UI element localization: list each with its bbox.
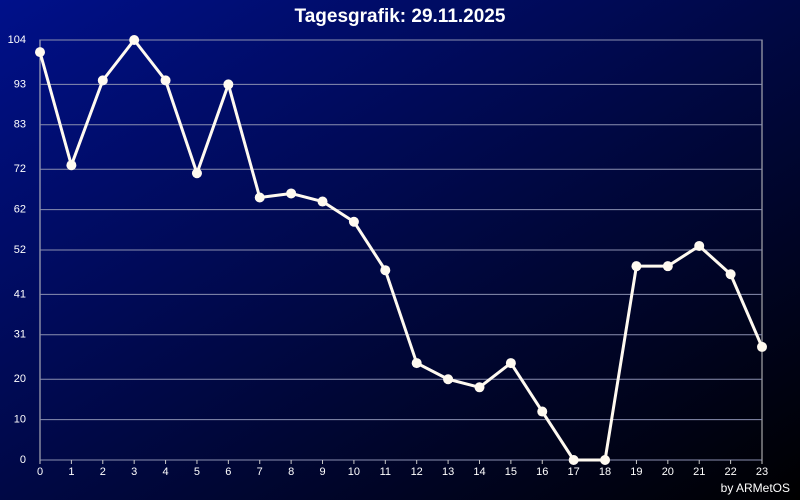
x-tick-label: 5 [194,466,200,478]
point [725,269,736,280]
point [631,261,642,272]
point [129,35,140,45]
point [568,455,579,465]
x-tick-label: 10 [348,466,360,478]
x-tick-label: 15 [505,466,517,478]
point [443,374,454,385]
y-tick-label: 93 [14,78,26,90]
point [757,341,767,352]
point [223,79,234,90]
y-tick-label: 62 [14,204,26,216]
point [380,265,391,276]
x-tick-label: 3 [131,466,137,478]
point [254,192,265,203]
point [600,455,611,465]
line [38,38,764,462]
point [317,196,328,207]
y-tick-label: 41 [14,288,26,300]
y-tick-label: 31 [14,329,26,341]
x-tick-label: 22 [724,466,736,478]
x-tick-label: 6 [225,466,231,478]
x-tick-label: 11 [380,466,391,478]
chart-title: Tagesgrafik: 29.11.2025 [295,6,506,27]
y-tick-label: 72 [14,163,26,175]
point [348,216,359,227]
x-tick-label: 1 [68,466,74,478]
y-tick-label: 20 [14,373,26,385]
x-tick-label: 18 [599,466,611,478]
point [411,358,422,369]
point [694,240,705,251]
x-tick-label: 8 [288,466,294,478]
point [35,47,45,58]
x-tick-label: 14 [473,466,485,478]
x-tick-label: 4 [163,466,169,478]
y-tick-label: 83 [14,119,26,131]
x-tick-label: 7 [257,466,263,478]
point [474,382,485,393]
x-tick-label: 2 [100,466,106,478]
x-tick-label: 23 [756,466,768,478]
y-tick-label: 0 [20,454,26,466]
x-tick-label: 0 [37,466,43,478]
y-tick-label: 10 [14,414,26,426]
point [191,168,202,179]
point [505,358,516,369]
point [537,406,548,417]
x-tick-label: 20 [662,466,674,478]
x-tick-label: 16 [536,466,548,478]
x-tick-label: 12 [411,466,423,478]
y-tick-label: 52 [14,244,26,256]
point [662,261,673,272]
point [286,188,297,199]
footer: by ARMetOS [721,481,790,495]
point [160,75,171,86]
point [97,75,108,86]
x-tick-label: 21 [693,466,705,478]
x-tick-label: 9 [319,466,325,478]
point [66,160,77,171]
x-tick-label: 13 [442,466,454,478]
x-tick-label: 17 [568,466,580,478]
x-tick-label: 19 [630,466,642,478]
y-tick-label: 104 [8,34,26,46]
